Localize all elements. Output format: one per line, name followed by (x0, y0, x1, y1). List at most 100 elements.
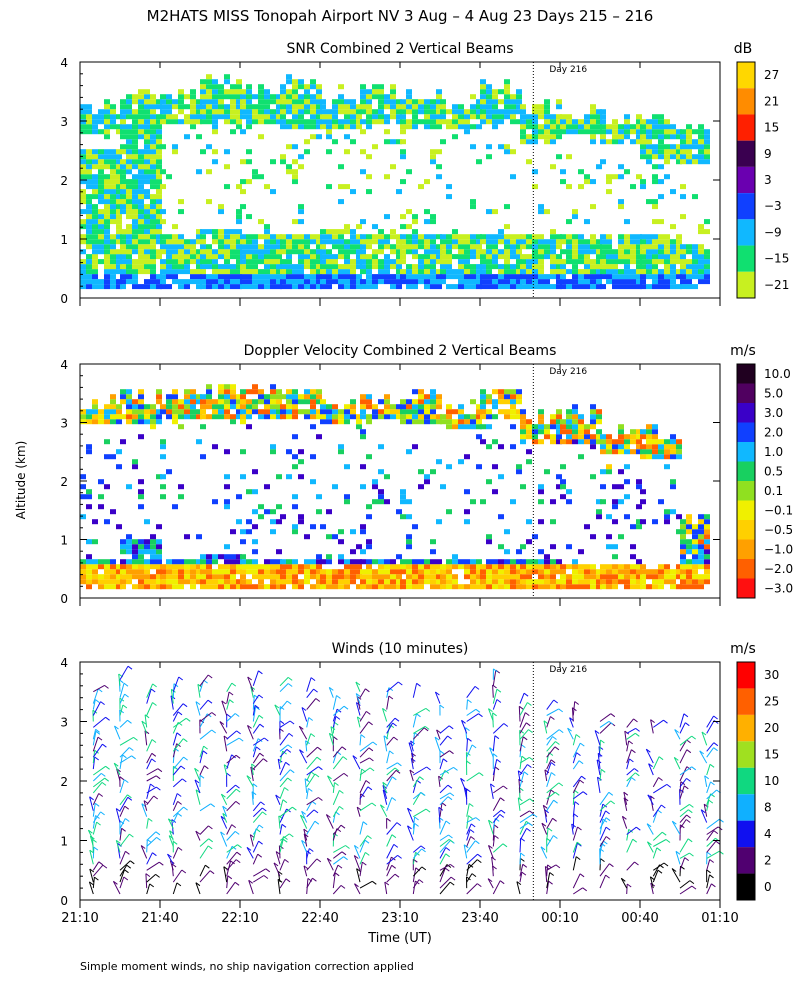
heatmap-cell (110, 209, 116, 215)
heatmap-cell (430, 114, 436, 120)
heatmap-cell (80, 169, 86, 175)
heatmap-cell (640, 574, 646, 580)
heatmap-cell (486, 274, 492, 280)
heatmap-cell (418, 404, 424, 410)
heatmap-cell (440, 564, 446, 570)
heatmap-cell (452, 584, 458, 590)
wind-barb (487, 878, 494, 889)
heatmap-cell (132, 224, 138, 230)
heatmap-cell (590, 204, 596, 210)
heatmap-cell (138, 559, 144, 565)
heatmap-cell (120, 254, 126, 260)
heatmap-cell (286, 79, 292, 85)
heatmap-cell (310, 399, 316, 405)
heatmap-cell (520, 109, 526, 115)
heatmap-cell (172, 269, 178, 275)
heatmap-cell (240, 584, 246, 590)
heatmap-cell (86, 559, 92, 565)
heatmap-cell (390, 409, 396, 415)
heatmap-cell (676, 129, 682, 135)
heatmap-cell (212, 279, 218, 285)
heatmap-cell (704, 559, 710, 565)
heatmap-cell (196, 104, 202, 110)
heatmap-cell (166, 99, 172, 105)
heatmap-cell (344, 569, 350, 575)
heatmap-cell (298, 284, 304, 290)
colorbar-swatch (737, 245, 755, 272)
wind-barb (119, 818, 126, 829)
wind-barb (226, 691, 230, 704)
heatmap-cell (190, 414, 196, 420)
heatmap-cell (526, 159, 532, 165)
heatmap-cell (252, 584, 258, 590)
heatmap-cell (446, 569, 452, 575)
heatmap-cell (658, 254, 664, 260)
wind-barb-flag (470, 836, 476, 840)
heatmap-cell (458, 254, 464, 260)
heatmap-cell (212, 159, 218, 165)
heatmap-cell (646, 264, 652, 270)
heatmap-cell (636, 234, 642, 240)
heatmap-cell (172, 504, 178, 510)
heatmap-cell (572, 579, 578, 585)
heatmap-cell (550, 419, 556, 425)
wind-barb (386, 834, 393, 847)
heatmap-cell (218, 204, 224, 210)
heatmap-cell (258, 514, 264, 520)
wind-barb (279, 677, 289, 687)
wind-barb-flag (425, 708, 431, 712)
heatmap-cell (316, 279, 322, 285)
heatmap-cell (498, 89, 504, 95)
heatmap-cell (680, 154, 686, 160)
heatmap-cell (590, 264, 596, 270)
wind-barb-flag (226, 713, 231, 718)
heatmap-cell (550, 274, 556, 280)
heatmap-cell (590, 239, 596, 245)
wind-barb (488, 820, 494, 835)
heatmap-cell (424, 119, 430, 125)
wind-barb-flag (259, 723, 265, 728)
heatmap-cell (86, 244, 92, 250)
heatmap-cell (178, 484, 184, 490)
heatmap-cell (252, 94, 258, 100)
heatmap-cell (452, 424, 458, 430)
heatmap-cell (86, 579, 92, 585)
heatmap-cell (264, 274, 270, 280)
heatmap-cell (492, 104, 498, 110)
heatmap-cell (618, 164, 624, 170)
heatmap-cell (556, 284, 562, 290)
heatmap-cell (680, 129, 686, 135)
wind-barb (382, 785, 388, 800)
heatmap-cell (544, 239, 550, 245)
heatmap-cell (132, 229, 138, 235)
heatmap-cell (86, 254, 92, 260)
heatmap-cell (86, 284, 92, 290)
heatmap-cell (676, 454, 682, 460)
heatmap-cell (252, 564, 258, 570)
heatmap-cell (418, 109, 424, 115)
heatmap-cell (190, 574, 196, 580)
heatmap-cell (258, 109, 264, 115)
heatmap-cell (390, 584, 396, 590)
heatmap-cell (138, 104, 144, 110)
heatmap-cell (670, 479, 676, 485)
heatmap-cell (504, 279, 510, 285)
heatmap-cell (156, 559, 162, 565)
heatmap-cell (636, 119, 642, 125)
heatmap-cell (372, 559, 378, 565)
heatmap-cell (510, 574, 516, 580)
wind-barb (279, 833, 290, 841)
heatmap-cell (424, 114, 430, 120)
heatmap-cell (350, 269, 356, 275)
wind-barb (359, 802, 373, 812)
heatmap-cell (498, 564, 504, 570)
heatmap-cell (584, 429, 590, 435)
heatmap-cell (670, 189, 676, 195)
heatmap-cell (596, 264, 602, 270)
wind-barb-flag (156, 837, 161, 841)
heatmap-cell (538, 549, 544, 555)
heatmap-cell (538, 559, 544, 565)
heatmap-cell (584, 279, 590, 285)
heatmap-cell (344, 494, 350, 500)
heatmap-cell (246, 389, 252, 395)
